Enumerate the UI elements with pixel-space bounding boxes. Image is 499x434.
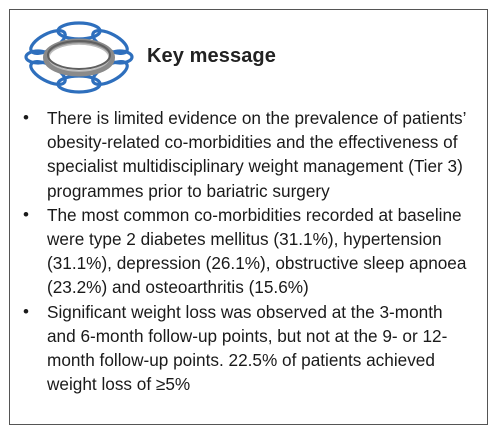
list-item: • The most common co-morbidities recorde… <box>20 203 475 300</box>
bullet-text: There is limited evidence on the prevale… <box>47 108 466 201</box>
key-message-title: Key message <box>147 45 276 67</box>
bullet-icon: • <box>23 204 29 224</box>
list-item: • Significant weight loss was observed a… <box>20 300 475 397</box>
key-message-box: Key message • There is limited evidence … <box>9 9 488 425</box>
bullet-icon: • <box>23 301 29 321</box>
list-item: • There is limited evidence on the preva… <box>20 106 475 203</box>
flower-ring-icon <box>24 21 134 94</box>
bullet-text: The most common co-morbidities recorded … <box>47 204 467 298</box>
key-message-list: • There is limited evidence on the preva… <box>20 106 475 396</box>
key-message-header <box>24 20 134 95</box>
bullet-text: Significant weight loss was observed at … <box>47 301 448 395</box>
bullet-icon: • <box>23 108 29 127</box>
